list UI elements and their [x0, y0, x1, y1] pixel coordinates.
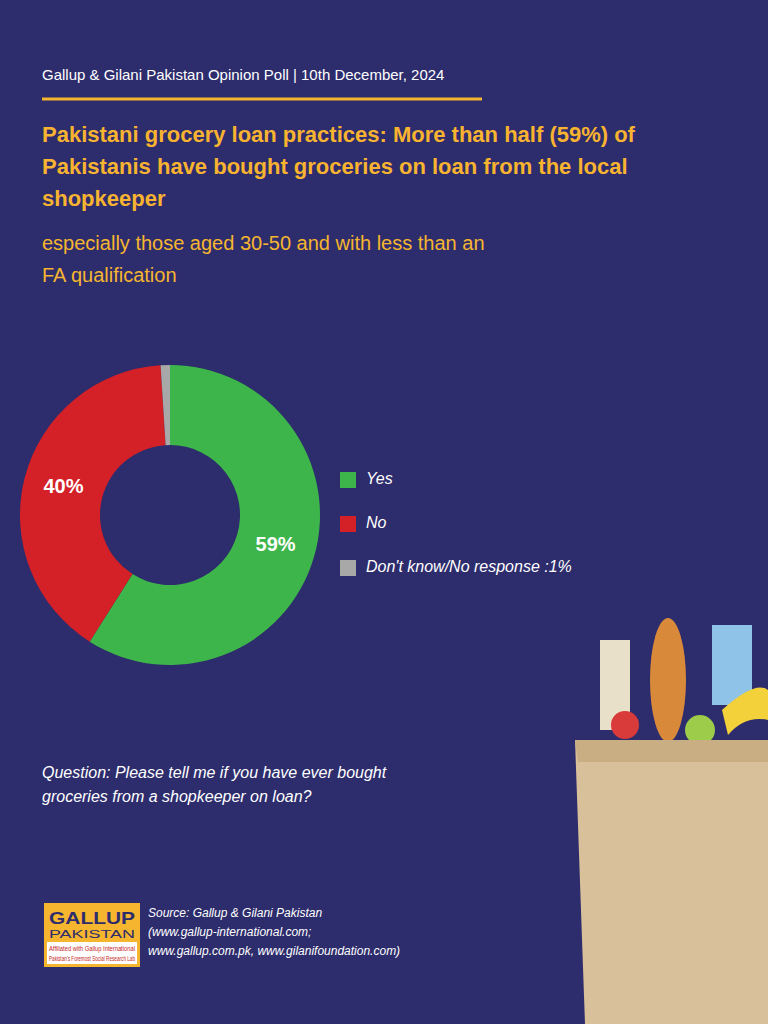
background: [0, 0, 768, 1024]
donut: [20, 365, 320, 665]
title: Pakistani grocery loan practices: More t…: [42, 122, 636, 211]
legend-label: Yes: [366, 470, 393, 487]
text-line: Pakistani grocery loan practices: More t…: [42, 122, 636, 147]
logo-box: [44, 903, 140, 967]
text-line: especially those aged 30-50 and with les…: [42, 232, 485, 254]
data-label: 59%: [256, 533, 296, 555]
legend-swatch: [340, 472, 356, 488]
bag-item: [611, 711, 639, 739]
bag-fold: [575, 740, 768, 762]
text-line: Question: Please tell me if you have eve…: [42, 764, 387, 781]
subtitle: especially those aged 30-50 and with les…: [42, 232, 485, 286]
logo-text: Pakistan's Foremost Social Research Lab: [49, 955, 135, 962]
logo: GALLUPPAKISTAN Affiliated with Gallup Int…: [44, 903, 140, 967]
logo-text: PAKISTAN: [49, 929, 135, 940]
bag-item: [650, 618, 686, 742]
data-label: 40%: [43, 475, 83, 497]
bag-body: [575, 740, 768, 1024]
logo-text: GALLUP: [49, 909, 135, 928]
legend-swatch: [340, 560, 356, 576]
logo-strip: [47, 942, 137, 964]
grocery-bag: [575, 618, 768, 1024]
text-line: groceries from a shopkeeper on loan?: [42, 788, 312, 805]
slice: [20, 365, 166, 641]
slice: [161, 365, 170, 445]
text-line: shopkeeper: [42, 186, 166, 211]
legend-label: No: [366, 514, 387, 531]
header: Gallup & Gilani Pakistan Opinion Poll | …: [42, 66, 444, 83]
canvas: Gallup & Gilani Pakistan Opinion Poll | …: [0, 0, 768, 1024]
legend-label: Don't know/No response :1%: [366, 558, 572, 575]
text-line: Pakistanis have bought groceries on loan…: [42, 154, 628, 179]
legend-swatch: [340, 516, 356, 532]
source: www.gallup.com.pk, www.gilanifoundation.…: [148, 944, 400, 958]
source: (www.gallup-international.com;: [148, 925, 311, 939]
legend: Yes No Don't know/No response :1%: [340, 470, 572, 576]
header-rule: [42, 98, 482, 101]
text-line: FA qualification: [42, 264, 177, 286]
logo-text: Affiliated with Gallup International: [49, 945, 135, 953]
source: Source: Gallup & Gilani Pakistan: [148, 906, 322, 920]
question: Question: Please tell me if you have eve…: [42, 764, 387, 805]
bag-item: [722, 688, 768, 736]
